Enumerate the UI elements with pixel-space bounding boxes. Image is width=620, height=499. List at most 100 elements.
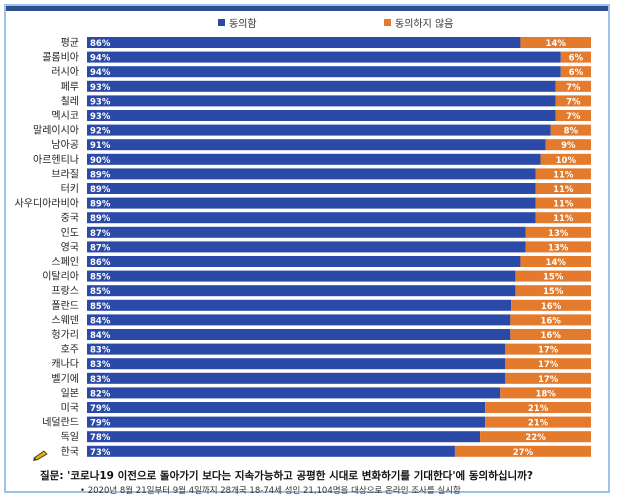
- category-label: 평균: [61, 37, 79, 49]
- data-label-agree: 84%: [90, 316, 111, 326]
- data-label-agree: 89%: [90, 170, 111, 180]
- bar-disagree: [540, 153, 591, 165]
- category-label: 한국: [61, 446, 79, 458]
- data-label-disagree: 18%: [535, 389, 556, 399]
- data-label-agree: 87%: [90, 229, 111, 239]
- data-label-disagree: 10%: [556, 156, 577, 166]
- category-label: 인도: [61, 227, 79, 239]
- bar-agree: [87, 80, 556, 92]
- bar-disagree: [560, 66, 591, 78]
- data-label-agree: 85%: [90, 302, 111, 312]
- data-label-agree: 84%: [90, 331, 111, 341]
- bar-agree: [87, 445, 455, 457]
- data-label-agree: 94%: [90, 68, 111, 78]
- bar-disagree: [555, 80, 591, 92]
- legend-label-disagree: 동의하지 않음: [395, 19, 454, 30]
- bar-agree: [87, 358, 506, 370]
- category-label: 호주: [61, 344, 79, 356]
- category-label: 스웨덴: [51, 314, 79, 326]
- data-label-agree: 94%: [90, 54, 111, 64]
- data-label-disagree: 17%: [538, 375, 559, 385]
- data-label-disagree: 15%: [543, 273, 564, 283]
- bar-agree: [87, 402, 486, 413]
- bar-agree: [87, 37, 521, 48]
- data-label-disagree: 13%: [548, 243, 569, 253]
- legend-label-agree: 동의함: [229, 19, 257, 30]
- legend: 동의함 동의하지 않음: [0, 15, 620, 31]
- bar-agree: [87, 226, 526, 238]
- data-label-agree: 91%: [90, 141, 111, 151]
- data-label-disagree: 11%: [553, 200, 574, 210]
- category-label: 러시아: [51, 66, 79, 78]
- bar-agree: [87, 110, 556, 121]
- bar-agree: [87, 329, 511, 340]
- bar-disagree: [500, 387, 591, 399]
- data-label-disagree: 16%: [541, 302, 562, 312]
- bar-agree: [87, 124, 551, 136]
- category-label: 남아공: [51, 139, 79, 151]
- data-label-agree: 89%: [90, 185, 111, 195]
- bar-agree: [87, 299, 512, 311]
- bar-disagree: [545, 139, 591, 151]
- data-label-disagree: 16%: [541, 316, 562, 326]
- category-label: 네덜란드: [42, 417, 79, 429]
- bar-agree: [87, 51, 561, 63]
- bar-agree: [87, 285, 516, 297]
- category-label: 스페인: [51, 256, 79, 268]
- category-label: 칠레: [61, 95, 79, 107]
- category-label: 일본: [61, 387, 79, 399]
- bar-disagree: [485, 416, 591, 428]
- bar-disagree: [505, 372, 591, 384]
- data-label-agree: 83%: [90, 360, 111, 370]
- bar-agree: [87, 372, 506, 384]
- data-label-agree: 83%: [90, 346, 111, 356]
- category-label: 브라질: [51, 168, 79, 180]
- data-label-agree: 87%: [90, 243, 111, 253]
- data-label-disagree: 11%: [553, 170, 574, 180]
- data-label-agree: 79%: [90, 419, 111, 429]
- data-label-disagree: 11%: [553, 185, 574, 195]
- bar-disagree: [505, 343, 591, 355]
- data-label-disagree: 11%: [553, 214, 574, 224]
- survey-footnote: • 2020년 8월 21일부터 9월 4일까지 28개국 18-74세 성인 …: [80, 486, 461, 496]
- data-label-agree: 90%: [90, 156, 111, 166]
- bar-agree: [87, 212, 536, 224]
- bar-disagree: [535, 212, 591, 224]
- data-label-agree: 93%: [90, 83, 111, 93]
- bar-disagree: [485, 402, 591, 413]
- data-label-agree: 85%: [90, 273, 111, 283]
- bar-disagree: [535, 183, 591, 194]
- bar-disagree: [535, 197, 591, 209]
- data-label-disagree: 7%: [566, 83, 581, 93]
- bar-disagree: [515, 270, 591, 282]
- category-label: 아르헨티나: [33, 154, 79, 166]
- bar-disagree: [560, 51, 591, 63]
- bar-disagree: [520, 37, 591, 48]
- data-label-agree: 73%: [90, 448, 111, 458]
- category-label: 콜롬비아: [42, 52, 79, 64]
- bar-agree: [87, 387, 501, 399]
- data-label-disagree: 9%: [561, 141, 576, 151]
- category-label: 사우디아라비아: [15, 198, 79, 210]
- data-label-agree: 89%: [90, 214, 111, 224]
- category-label: 폴란드: [51, 300, 79, 312]
- bar-disagree: [525, 241, 591, 253]
- data-label-disagree: 6%: [569, 54, 584, 64]
- data-label-agree: 85%: [90, 287, 111, 297]
- bar-disagree: [454, 445, 591, 457]
- data-label-disagree: 8%: [564, 127, 579, 137]
- category-label: 페루: [61, 81, 79, 93]
- data-label-agree: 82%: [90, 389, 111, 399]
- category-label: 헝가리: [51, 329, 79, 341]
- data-label-disagree: 17%: [538, 346, 559, 356]
- category-label: 캐나다: [51, 358, 79, 370]
- data-label-agree: 78%: [90, 433, 111, 443]
- bar-agree: [87, 168, 536, 180]
- data-label-disagree: 7%: [566, 97, 581, 107]
- bar-disagree: [520, 256, 591, 267]
- data-label-disagree: 15%: [543, 287, 564, 297]
- category-label: 말레이시아: [33, 125, 79, 137]
- bar-agree: [87, 153, 541, 165]
- bar-agree: [87, 95, 556, 107]
- bar-agree: [87, 431, 481, 443]
